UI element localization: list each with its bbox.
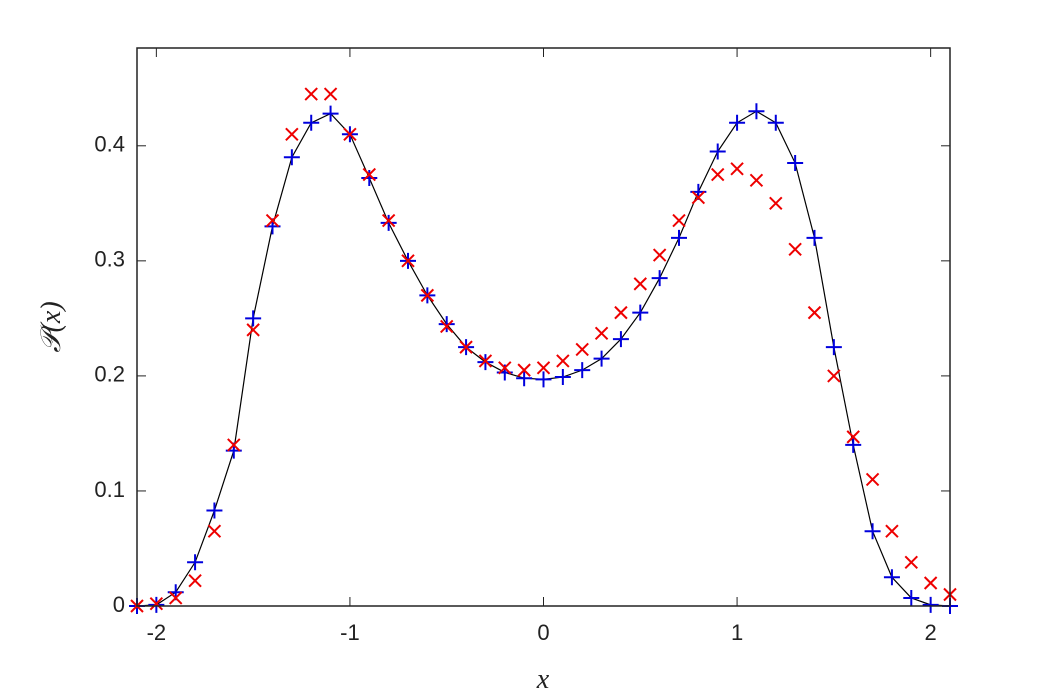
cross-marker	[730, 162, 744, 176]
plus-marker	[380, 214, 397, 231]
plus-marker	[206, 502, 223, 519]
cross-marker	[672, 213, 686, 228]
cross-marker	[827, 369, 841, 383]
cross-marker	[536, 361, 551, 375]
plus-marker	[767, 114, 784, 131]
cross-marker	[652, 248, 667, 262]
plus-marker	[651, 270, 668, 287]
cross-marker	[401, 254, 415, 268]
cross-marker	[420, 288, 435, 303]
cross-marker	[478, 354, 493, 368]
cross-marker	[517, 363, 531, 377]
plus-marker	[303, 114, 320, 131]
plus-marker	[187, 554, 204, 571]
cross-marker	[923, 576, 938, 590]
x-tick-label: 1	[731, 620, 743, 645]
plus-marker	[322, 105, 339, 122]
plus-marker	[922, 596, 939, 613]
plus-marker	[361, 170, 378, 187]
cross-marker	[265, 213, 280, 228]
cross-marker	[885, 524, 899, 538]
cross-marker	[633, 277, 647, 291]
x-tick-label: -1	[340, 620, 360, 645]
cross-marker	[788, 242, 802, 257]
plot-frame	[136, 47, 951, 607]
cross-marker	[459, 340, 473, 354]
cross-marker	[575, 342, 589, 357]
cross-marker	[865, 472, 880, 487]
plus-marker	[245, 310, 262, 327]
plus-marker	[671, 229, 687, 246]
plus-marker	[535, 371, 552, 388]
cross-marker	[498, 361, 512, 375]
cross-marker	[556, 354, 570, 368]
plus-marker	[574, 362, 591, 379]
plus-marker	[283, 149, 300, 166]
cross-marker	[807, 305, 822, 320]
plus-marker	[632, 304, 649, 321]
plus-marker	[438, 316, 455, 333]
plus-marker	[516, 370, 533, 387]
y-axis-label: 𝒫(x)	[36, 301, 67, 352]
y-tick-label: 0.2	[94, 362, 125, 387]
cross-marker	[227, 438, 241, 452]
plus-marker	[593, 350, 610, 367]
plus-marker	[864, 523, 881, 540]
x-tick-label: 2	[925, 620, 937, 645]
cross-marker	[904, 555, 918, 569]
cross-marker	[323, 87, 338, 101]
plus-marker	[554, 369, 571, 386]
y-tick-label: 0.3	[94, 247, 125, 272]
cross-marker	[381, 213, 396, 228]
cross-marker	[749, 173, 764, 188]
cross-marker	[594, 326, 609, 341]
cross-marker	[169, 591, 183, 605]
plus-marker	[729, 114, 746, 131]
cross-marker	[362, 167, 376, 182]
x-tick-label: 0	[537, 620, 549, 645]
y-tick-label: 0.1	[94, 477, 125, 502]
cross-marker	[769, 196, 783, 211]
plus-marker	[612, 331, 629, 348]
cross-marker	[846, 430, 860, 444]
cross-marker	[246, 323, 260, 337]
cross-marker	[304, 87, 318, 101]
cross-marker	[149, 596, 164, 611]
cross-marker	[188, 573, 202, 588]
cross-marker	[614, 305, 628, 320]
x-axis-label: x	[536, 664, 550, 695]
y-tick-label: 0	[113, 592, 125, 617]
cross-marker	[440, 319, 454, 334]
plus-marker	[883, 569, 900, 586]
y-tick-label: 0.4	[94, 132, 125, 157]
plot-area	[129, 87, 958, 614]
plus-marker	[903, 589, 920, 606]
plus-marker	[806, 229, 823, 246]
cross-marker	[343, 127, 357, 141]
cross-marker	[207, 524, 222, 538]
plus-marker	[709, 143, 726, 160]
x-tick-label: -2	[147, 620, 167, 645]
cross-marker	[285, 127, 299, 141]
plus-marker	[845, 436, 862, 453]
cross-marker	[691, 190, 706, 205]
cross-marker	[711, 167, 725, 182]
plus-marker	[787, 155, 804, 172]
plus-marker	[825, 339, 842, 356]
plus-marker	[748, 103, 765, 120]
